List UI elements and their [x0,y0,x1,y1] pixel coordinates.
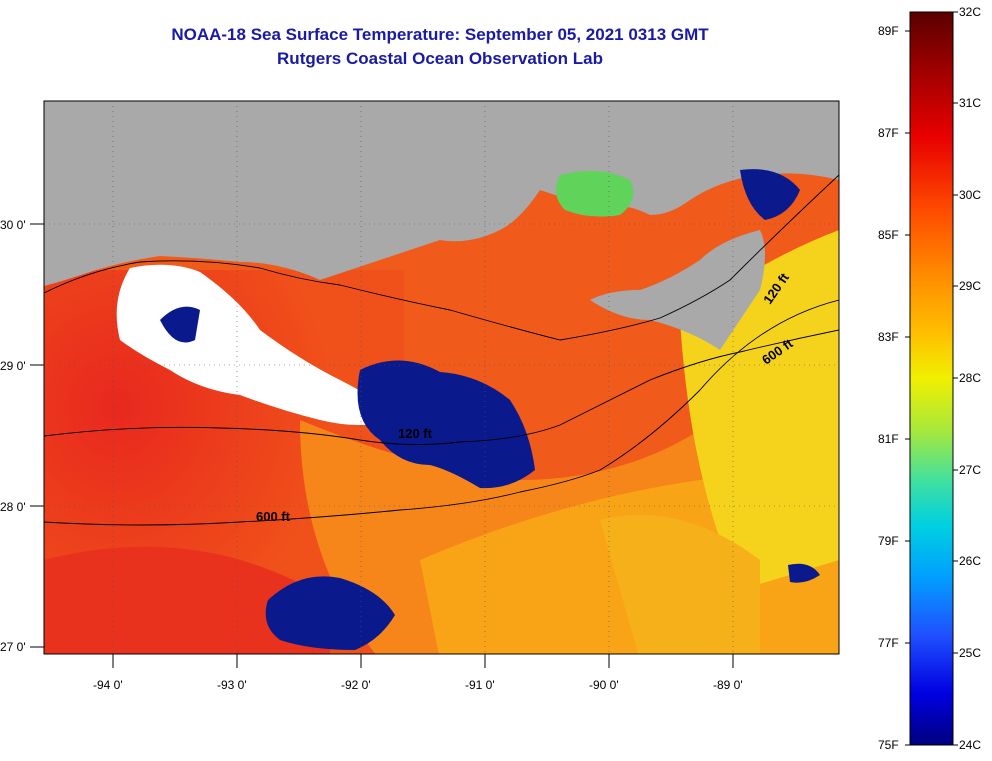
colorbar-celsius-label: 29C [959,279,982,293]
colorbar-celsius-label: 31C [959,96,982,110]
cloud-dark-west [160,306,200,343]
colorbar-fahrenheit-label: 89F [878,24,899,38]
lat-label: 30 0' [0,218,26,232]
cloud-dark-south [265,576,395,650]
contour-120ft [44,174,839,341]
colorbar-fahrenheit-label: 81F [878,432,899,446]
map-subtitle: Rutgers Coastal Ocean Observation Lab [277,49,603,68]
colorbar-fahrenheit-label: 83F [878,330,899,344]
colorbar-celsius-label: 24C [959,738,982,752]
lon-label: -89 0' [713,678,743,692]
warm-southwest [44,546,330,654]
colorbar-celsius-label: 32C [959,5,982,19]
contour-600ft [44,329,839,446]
colorbar-fahrenheit-label: 77F [878,636,899,650]
contour-label-600-west: 600 ft [256,509,291,524]
lon-label: -93 0' [217,678,247,692]
lake-pontchartrain [556,171,634,217]
contour-deep [44,299,839,526]
lat-label: 27 0' [0,640,26,654]
lon-label: -91 0' [465,678,495,692]
colorbar-fahrenheit-label: 87F [878,126,899,140]
map-frame [43,100,840,655]
colorbar [909,11,954,746]
lon-label: -92 0' [341,678,371,692]
lat-label: 28 0' [0,500,26,514]
lat-label: 29 0' [0,359,26,373]
colorbar-celsius-label: 27C [959,463,982,477]
cloud-dark-northeast [740,169,800,220]
lon-label: -94 0' [93,678,123,692]
colorbar-celsius-label: 28C [959,371,982,385]
map-imagery [44,101,839,654]
yellow-south [600,515,760,654]
colorbar-celsius-label: 30C [959,188,982,202]
graticule [44,101,839,654]
colorbar-ticks [905,11,958,746]
mississippi-delta-land [590,230,765,350]
cloud-dark-center [357,360,535,489]
colorbar-fahrenheit-label: 79F [878,534,899,548]
cloud-white-west [116,264,401,425]
colorbar-celsius-label: 25C [959,646,982,660]
map-title: NOAA-18 Sea Surface Temperature: Septemb… [171,25,709,44]
contour-label-120-west: 120 ft [398,426,433,441]
axis-ticks [30,223,734,668]
cloud-dark-southeast [788,563,820,583]
colorbar-fahrenheit-label: 75F [878,738,899,752]
land-mass [44,101,839,286]
colorbar-fahrenheit-label: 85F [878,228,899,242]
colorbar-celsius-label: 26C [959,554,982,568]
lon-label: -90 0' [589,678,619,692]
